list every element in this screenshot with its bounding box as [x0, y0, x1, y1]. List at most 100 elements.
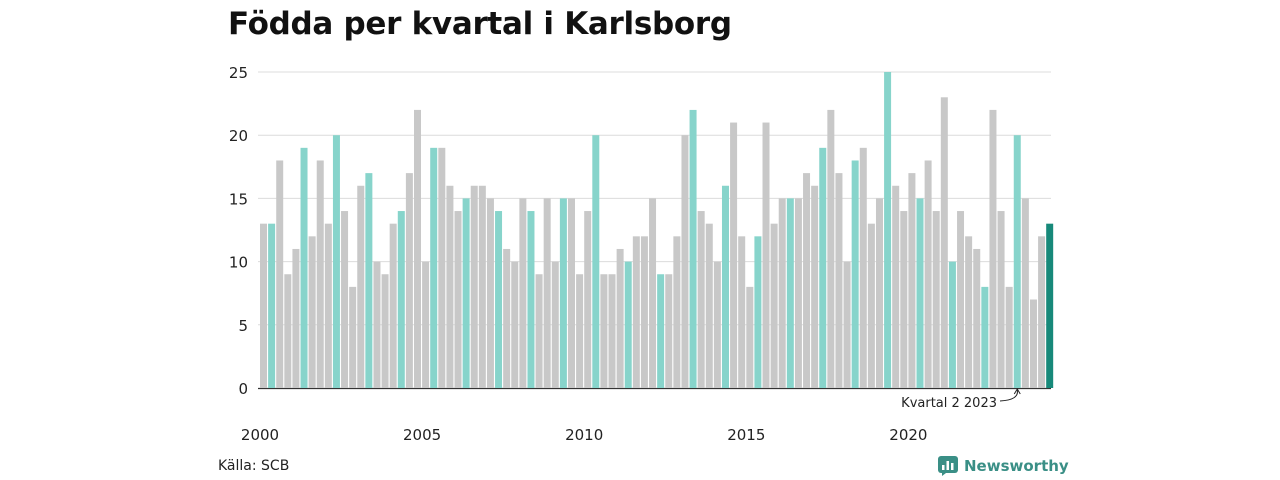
- bar: [794, 198, 802, 388]
- x-tick-label: 2000: [241, 426, 279, 444]
- bar: [916, 198, 924, 388]
- bar: [349, 286, 357, 388]
- newsworthy-logo-icon: [938, 456, 958, 476]
- bar: [875, 198, 883, 388]
- bar: [567, 198, 575, 388]
- page-title: Födda per kvartal i Karlsborg: [228, 6, 732, 42]
- bar: [786, 198, 794, 388]
- bar: [730, 122, 738, 388]
- bar: [957, 211, 965, 388]
- x-axis: 2000 2005 2010 2015 2020: [241, 426, 928, 444]
- bar: [867, 223, 875, 388]
- bar: [721, 185, 729, 388]
- bar: [835, 173, 843, 388]
- bar: [1046, 223, 1054, 388]
- bar: [827, 109, 835, 389]
- bar: [640, 236, 648, 388]
- bar: [1029, 299, 1037, 388]
- bar: [616, 248, 624, 388]
- bar: [405, 173, 413, 388]
- bar: [470, 185, 478, 388]
- bar: [697, 211, 705, 388]
- bar: [397, 211, 405, 388]
- bar: [900, 211, 908, 388]
- bar: [576, 274, 584, 388]
- bar: [438, 147, 446, 388]
- bar: [260, 223, 267, 388]
- bar: [584, 211, 592, 388]
- bar: [478, 185, 486, 388]
- brand-name: Newsworthy: [964, 457, 1069, 475]
- bar: [268, 223, 276, 388]
- bar: [851, 160, 859, 388]
- bar: [559, 198, 567, 388]
- y-tick-label: 0: [238, 380, 248, 398]
- x-tick-label: 2010: [565, 426, 603, 444]
- bar: [357, 185, 365, 388]
- bar: [495, 211, 503, 388]
- bar: [649, 198, 657, 388]
- bar: [341, 211, 349, 388]
- bar: [811, 185, 819, 388]
- bar: [543, 198, 551, 388]
- brand-logo: Newsworthy: [938, 456, 1069, 476]
- bar: [859, 147, 867, 388]
- bar: [673, 236, 681, 388]
- bar: [430, 147, 438, 388]
- bar: [381, 274, 389, 388]
- bar: [1021, 198, 1029, 388]
- bar: [389, 223, 397, 388]
- bar: [657, 274, 665, 388]
- bar: [373, 261, 381, 388]
- y-tick-label: 25: [229, 64, 248, 82]
- annotation-label: Kvartal 2 2023: [901, 396, 997, 411]
- bar: [770, 223, 778, 388]
- bar: [762, 122, 770, 388]
- bar: [276, 160, 284, 388]
- bar: [592, 135, 600, 388]
- bar: [551, 261, 559, 388]
- bar: [989, 109, 997, 389]
- bar: [284, 274, 292, 388]
- bar: [819, 147, 827, 388]
- bar: [486, 198, 494, 388]
- bar: [446, 185, 454, 388]
- bar: [632, 236, 640, 388]
- x-tick-label: 2015: [727, 426, 765, 444]
- annotation-arrowhead: [1013, 388, 1021, 395]
- bar: [738, 236, 746, 388]
- bar: [608, 274, 616, 388]
- bar: [924, 160, 932, 388]
- y-tick-label: 5: [238, 317, 248, 335]
- bar: [324, 223, 332, 388]
- bar: [997, 211, 1005, 388]
- bar: [754, 236, 762, 388]
- bar: [908, 173, 916, 388]
- source-label: Källa: SCB: [218, 458, 290, 474]
- bar: [1013, 135, 1021, 388]
- bar: [965, 236, 973, 388]
- bar: [1005, 286, 1013, 388]
- bar: [422, 261, 430, 388]
- y-tick-label: 20: [229, 127, 248, 145]
- x-tick-label: 2020: [889, 426, 927, 444]
- bar: [292, 248, 300, 388]
- bar: [843, 261, 851, 388]
- bar: [365, 173, 373, 388]
- bar: [462, 198, 470, 388]
- bar: [981, 286, 989, 388]
- bar: [511, 261, 519, 388]
- bar: [316, 160, 324, 388]
- bar: [300, 147, 308, 388]
- bar: [973, 248, 981, 388]
- bars: [260, 72, 1054, 389]
- bar: [892, 185, 900, 388]
- bar: [624, 261, 632, 388]
- bar: [413, 109, 421, 389]
- bar: [665, 274, 673, 388]
- bar: [948, 261, 956, 388]
- bar: [778, 198, 786, 388]
- annotation-arrow: [999, 389, 1018, 402]
- bar: [884, 72, 892, 388]
